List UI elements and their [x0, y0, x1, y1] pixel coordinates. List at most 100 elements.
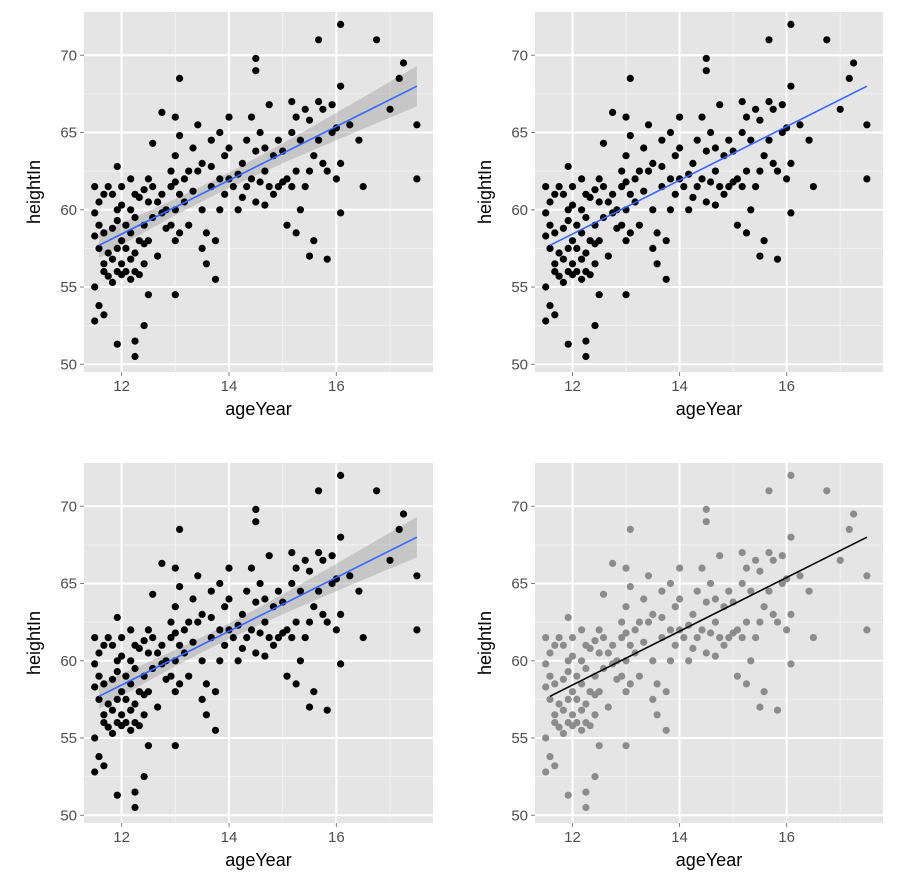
y-tick-label: 70	[511, 47, 528, 64]
data-point	[591, 186, 599, 194]
data-point	[559, 706, 568, 714]
data-point	[207, 587, 215, 595]
data-point	[100, 268, 108, 276]
data-point	[194, 167, 202, 175]
data-point	[198, 610, 206, 619]
data-point	[323, 706, 331, 714]
data-point	[100, 719, 108, 727]
data-point	[337, 20, 345, 28]
data-point	[773, 706, 782, 714]
data-point	[591, 711, 599, 719]
data-point	[108, 675, 117, 683]
data-point	[127, 255, 135, 263]
data-point	[626, 190, 634, 198]
data-point	[578, 206, 586, 214]
data-point	[113, 162, 121, 171]
data-point	[707, 629, 715, 637]
data-point	[604, 252, 612, 260]
data-point	[252, 649, 260, 657]
data-point	[863, 626, 871, 634]
data-point	[198, 159, 206, 167]
data-point	[122, 672, 130, 680]
data-point	[207, 162, 215, 171]
data-point	[626, 229, 634, 237]
data-point	[221, 603, 229, 611]
data-point	[702, 147, 710, 155]
data-point	[725, 634, 733, 642]
data-point	[185, 618, 193, 626]
data-point	[131, 788, 139, 796]
y-tick-label: 55	[60, 279, 77, 296]
data-point	[578, 706, 586, 714]
data-point	[564, 613, 572, 622]
data-point	[315, 549, 323, 557]
data-point	[542, 768, 550, 776]
data-point	[787, 20, 795, 28]
data-point	[551, 190, 559, 198]
data-point	[154, 198, 162, 206]
data-point	[809, 634, 818, 642]
data-point	[171, 113, 179, 121]
data-point	[252, 198, 260, 206]
panel-bottom-right: 12 14 16 50 55 60 65 70 ageYear heightIn	[475, 463, 883, 870]
data-point	[118, 183, 126, 191]
data-point	[649, 206, 657, 214]
data-point	[252, 518, 260, 526]
data-point	[555, 723, 563, 731]
data-point	[595, 237, 603, 245]
data-point	[604, 649, 612, 657]
data-point	[288, 549, 296, 557]
data-point	[747, 587, 755, 595]
scatter-points	[91, 20, 421, 361]
data-point	[845, 525, 853, 534]
data-point	[221, 190, 229, 198]
x-tick-label: 16	[328, 378, 345, 395]
data-point	[144, 742, 152, 750]
data-point	[252, 505, 260, 513]
data-point	[564, 695, 572, 704]
data-point	[626, 583, 634, 591]
data-point	[118, 260, 126, 268]
data-point	[118, 652, 126, 660]
panel-top-right: 12 14 16 50 55 60 65 70 ageYear heightIn	[475, 12, 883, 419]
data-point	[91, 232, 99, 240]
data-point	[555, 249, 563, 257]
data-point	[836, 105, 844, 113]
data-point	[551, 719, 559, 727]
data-point	[742, 167, 751, 175]
data-point	[582, 249, 590, 257]
data-point	[238, 644, 246, 653]
data-point	[337, 159, 345, 167]
data-point	[144, 198, 152, 206]
data-point	[359, 183, 367, 191]
data-point	[185, 167, 193, 175]
data-point	[733, 626, 742, 634]
data-point	[337, 660, 345, 668]
data-point	[609, 190, 617, 198]
data-point	[288, 634, 296, 642]
data-point	[100, 190, 108, 198]
data-point	[283, 626, 291, 634]
data-point	[238, 193, 246, 201]
data-point	[555, 634, 563, 642]
data-point	[564, 162, 572, 171]
data-point	[769, 610, 777, 619]
data-point	[738, 98, 746, 106]
y-tick-label: 60	[511, 202, 528, 219]
data-point	[542, 634, 550, 642]
data-point	[644, 618, 653, 626]
data-point	[216, 128, 224, 137]
data-point	[778, 579, 786, 588]
data-point	[582, 788, 590, 796]
scatter-points	[542, 20, 871, 361]
data-point	[591, 260, 599, 268]
data-point	[301, 556, 309, 564]
data-point	[752, 556, 760, 564]
data-point	[689, 644, 697, 653]
data-point	[783, 175, 791, 183]
data-point	[185, 672, 193, 680]
data-point	[559, 641, 568, 649]
data-point	[863, 121, 871, 129]
data-point	[662, 275, 670, 283]
data-point	[234, 657, 242, 665]
